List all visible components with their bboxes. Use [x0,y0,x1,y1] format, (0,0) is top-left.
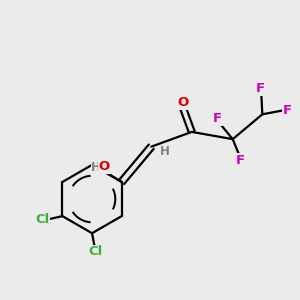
Text: H: H [160,145,170,158]
Text: O: O [178,96,189,109]
Text: F: F [283,104,292,117]
Text: H: H [91,161,101,174]
Text: O: O [99,160,110,173]
Text: Cl: Cl [35,213,50,226]
Text: F: F [256,82,265,95]
Text: F: F [235,154,244,167]
Text: F: F [213,112,222,125]
Text: Cl: Cl [88,245,102,258]
